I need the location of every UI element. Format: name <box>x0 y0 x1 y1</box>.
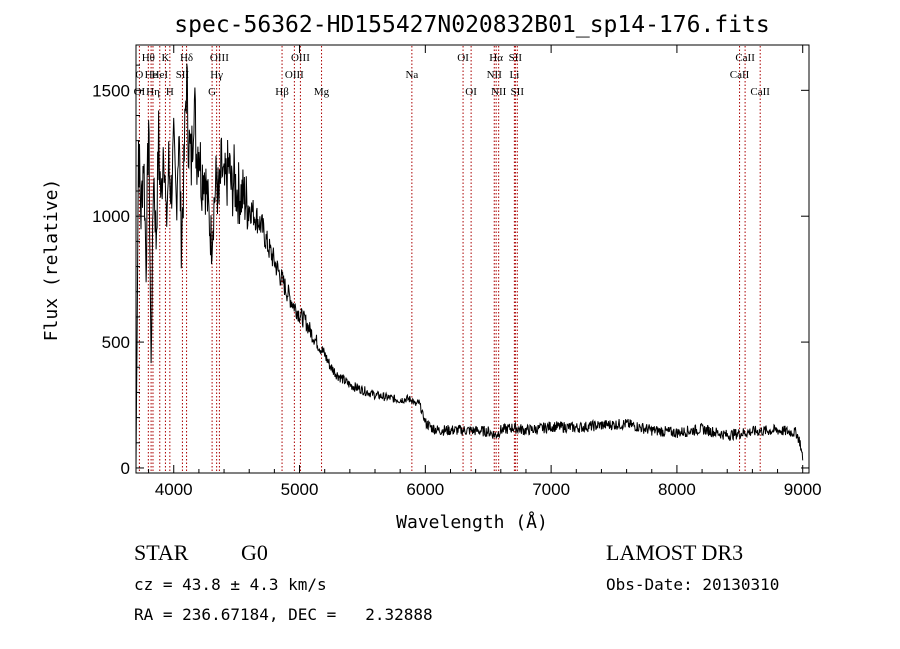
x-tick-label: 5000 <box>281 480 319 499</box>
spectral-line-label: O <box>135 69 143 81</box>
observation-date: Obs-Date: 20130310 <box>606 575 779 594</box>
object-subclass: G0 <box>241 540 268 565</box>
spectral-line-markers <box>138 46 761 472</box>
spectral-line-label: Hα <box>489 52 503 64</box>
spectral-line-label: Hθ <box>142 52 155 64</box>
spectral-line-label: OI <box>457 52 469 64</box>
spectral-line-label: Na <box>405 69 418 81</box>
spectral-line-label: OI <box>134 86 146 98</box>
spectral-line-label: SII <box>176 69 190 81</box>
spectral-line-label: H <box>166 86 174 98</box>
spectral-line-label: Hγ <box>210 69 223 81</box>
y-tick-label: 1500 <box>92 81 130 100</box>
spectral-line-label: NII <box>491 86 507 98</box>
spectral-line-label: Hδ <box>180 52 193 64</box>
spectral-line-label: K <box>161 52 169 64</box>
spectral-line-label: CaII <box>730 69 750 81</box>
spectral-line-label: HeI <box>152 69 169 81</box>
spectral-line-label: OI <box>465 86 477 98</box>
spectral-line-label: OIII <box>285 69 304 81</box>
x-tick-label: 7000 <box>532 480 570 499</box>
coordinates: RA = 236.67184, DEC = 2.32888 <box>134 605 433 624</box>
y-tick-label: 1000 <box>92 207 130 226</box>
spectral-line-label: Hβ <box>275 86 289 98</box>
spectral-line-label: CaII <box>735 52 755 64</box>
x-axis-ticks: 4000 5000 6000 7000 8000 9000 <box>148 45 822 499</box>
flux-series-line <box>135 63 804 469</box>
spectral-line-label: SII <box>511 86 525 98</box>
x-tick-label: 9000 <box>784 480 822 499</box>
object-class: STAR <box>134 540 189 565</box>
x-tick-label: 4000 <box>155 480 193 499</box>
y-tick-label: 0 <box>121 459 130 478</box>
spectral-line-label: Hη <box>146 86 160 98</box>
x-tick-label: 8000 <box>658 480 696 499</box>
spectral-line-label: SII <box>509 52 523 64</box>
redshift-velocity: cz = 43.8 ± 4.3 km/s <box>134 575 327 594</box>
survey-name: LAMOST DR3 <box>606 540 743 565</box>
y-axis-ticks: 0 500 1000 1500 <box>92 64 809 478</box>
spectral-line-label: Li <box>509 69 519 81</box>
x-axis-label: Wavelength (Å) <box>396 511 548 533</box>
spectral-line-label: CaII <box>750 86 770 98</box>
y-tick-label: 500 <box>102 333 130 352</box>
spectral-line-label: Mg <box>314 86 330 98</box>
plot-frame <box>135 44 810 474</box>
spectral-line-label: NII <box>487 69 503 81</box>
spectral-line-label: He <box>145 69 158 81</box>
spectral-line-label: OIII <box>291 52 310 64</box>
spectral-line-label: G <box>208 86 216 98</box>
y-axis-label: Flux (relative) <box>41 179 62 342</box>
spectral-line-label: OIII <box>210 52 229 64</box>
x-tick-label: 6000 <box>406 480 444 499</box>
chart-title: spec-56362-HD155427N020832B01_sp14-176.f… <box>174 12 769 38</box>
